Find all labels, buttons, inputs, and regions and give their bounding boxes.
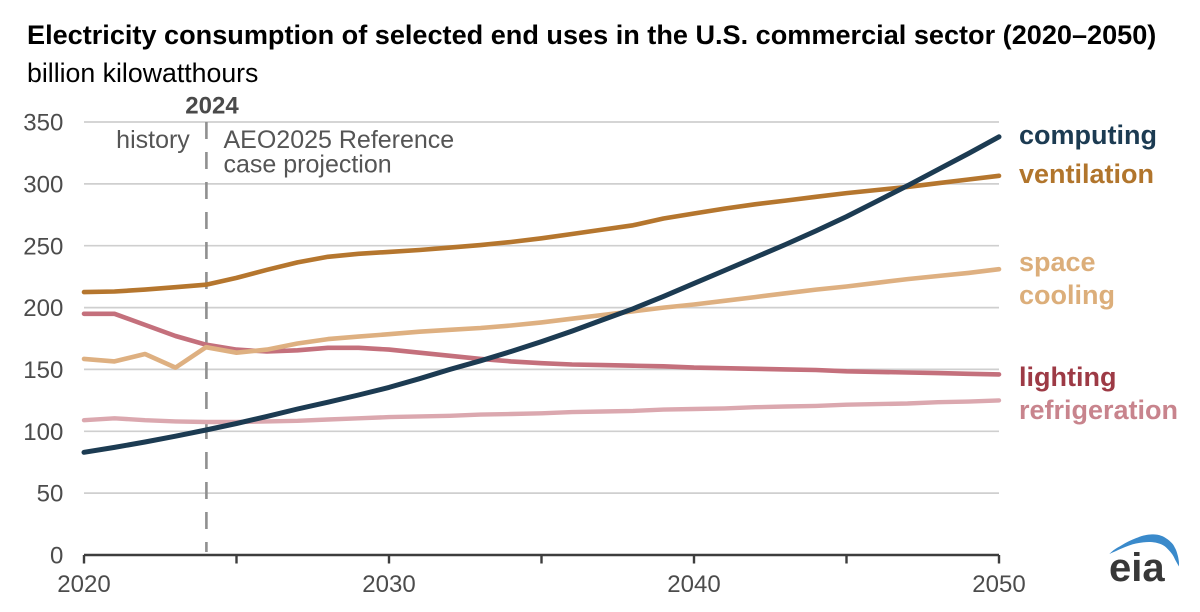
- svg-text:2040: 2040: [667, 571, 720, 598]
- svg-text:refrigeration: refrigeration: [1019, 395, 1178, 425]
- svg-text:case projection: case projection: [224, 151, 392, 179]
- svg-text:200: 200: [23, 295, 63, 322]
- svg-text:lighting: lighting: [1019, 362, 1116, 392]
- svg-text:computing: computing: [1019, 120, 1157, 150]
- svg-text:ventilation: ventilation: [1019, 159, 1154, 189]
- svg-text:billion kilowatthours: billion kilowatthours: [27, 58, 258, 88]
- svg-text:2050: 2050: [972, 571, 1025, 598]
- svg-text:300: 300: [23, 172, 63, 199]
- svg-text:150: 150: [23, 357, 63, 384]
- svg-text:2020: 2020: [57, 571, 110, 598]
- svg-text:100: 100: [23, 419, 63, 446]
- svg-text:Electricity consumption of sel: Electricity consumption of selected end …: [27, 19, 1156, 50]
- svg-text:eia: eia: [1109, 546, 1165, 590]
- svg-text:0: 0: [50, 543, 63, 570]
- svg-text:space: space: [1019, 247, 1096, 277]
- svg-text:AEO2025 Reference: AEO2025 Reference: [224, 126, 455, 154]
- svg-text:350: 350: [23, 110, 63, 137]
- svg-text:2030: 2030: [362, 571, 415, 598]
- svg-text:250: 250: [23, 233, 63, 260]
- svg-text:history: history: [116, 126, 190, 154]
- svg-text:50: 50: [37, 481, 64, 508]
- svg-text:cooling: cooling: [1019, 280, 1115, 310]
- svg-text:2024: 2024: [185, 93, 239, 120]
